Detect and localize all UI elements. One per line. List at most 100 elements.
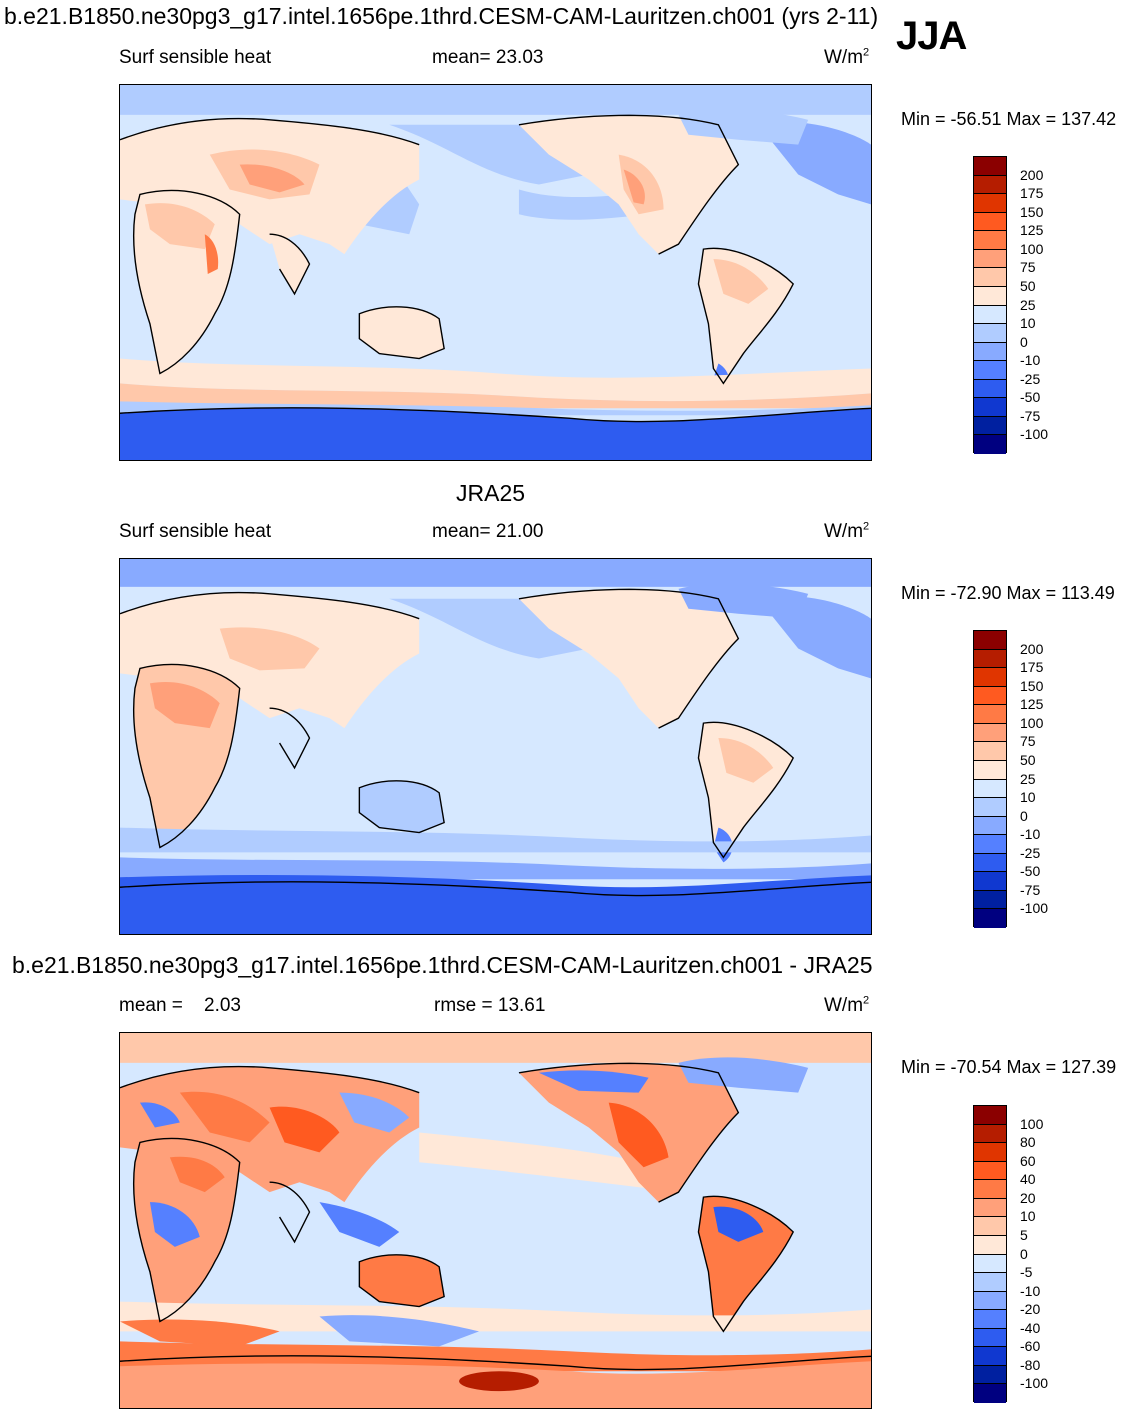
colorbar-swatch: [974, 1143, 1006, 1162]
colorbar-swatch: [974, 779, 1006, 799]
colorbar-swatch: [974, 157, 1006, 176]
panel-1-map-svg: [120, 85, 871, 460]
colorbar-tick-label: -10: [1020, 1282, 1041, 1299]
colorbar-swatch: [974, 416, 1006, 436]
colorbar-swatch: [974, 890, 1006, 910]
colorbar-swatch: [974, 268, 1006, 287]
colorbar-swatch: [974, 212, 1006, 232]
colorbar-tick-label: 100: [1020, 714, 1044, 731]
colorbar-swatch: [974, 649, 1006, 669]
colorbar-swatch: [974, 1161, 1006, 1181]
panel-2-colorbar: [973, 630, 1007, 928]
colorbar-tick-label: 150: [1020, 203, 1044, 220]
colorbar-swatch: [974, 798, 1006, 817]
colorbar-tick-label: -25: [1020, 844, 1041, 861]
colorbar-swatch: [974, 1198, 1006, 1218]
colorbar-swatch: [974, 379, 1006, 399]
colorbar-swatch: [974, 909, 1006, 928]
colorbar-swatch: [974, 631, 1006, 650]
panel-1-variable-label: Surf sensible heat: [119, 47, 272, 68]
colorbar-swatch: [974, 1347, 1006, 1366]
colorbar-swatch: [974, 835, 1006, 854]
colorbar-tick-label: -50: [1020, 863, 1041, 880]
colorbar-tick-label: 0: [1020, 1245, 1028, 1262]
colorbar-tick-label: 75: [1020, 259, 1036, 276]
colorbar-tick-label: 150: [1020, 677, 1044, 694]
panel-1-map: [119, 84, 872, 461]
colorbar-swatch: [974, 194, 1006, 213]
colorbar-tick-label: 100: [1020, 1115, 1044, 1132]
colorbar-tick-label: 0: [1020, 807, 1028, 824]
colorbar-swatch: [974, 398, 1006, 417]
colorbar-tick-label: -25: [1020, 370, 1041, 387]
colorbar-tick-label: 200: [1020, 166, 1044, 183]
colorbar-tick-label: -75: [1020, 407, 1041, 424]
colorbar-tick-label: 60: [1020, 1152, 1036, 1169]
colorbar-swatch: [974, 342, 1006, 362]
colorbar-swatch: [974, 435, 1006, 454]
panel-3-map-svg: [120, 1033, 871, 1408]
colorbar-swatch: [974, 361, 1006, 380]
colorbar-tick-label: 75: [1020, 733, 1036, 750]
colorbar-swatch: [974, 1291, 1006, 1311]
panel-2-map: [119, 558, 872, 935]
colorbar-swatch: [974, 1217, 1006, 1236]
panel-1-units: W/m2: [824, 46, 870, 68]
colorbar-tick-label: 175: [1020, 185, 1044, 202]
colorbar-swatch: [974, 286, 1006, 306]
colorbar-tick-label: -100: [1020, 1375, 1049, 1392]
colorbar-tick-label: 10: [1020, 315, 1036, 332]
colorbar-tick-label: 10: [1020, 1208, 1036, 1225]
panel-3-map: [119, 1032, 872, 1409]
colorbar-tick-label: 50: [1020, 277, 1036, 294]
colorbar-tick-label: -20: [1020, 1301, 1041, 1318]
panel-3-minmax: Min = -70.54 Max = 127.39: [901, 1057, 1117, 1077]
panel-2-mean-label: mean= 21.00: [432, 521, 544, 542]
panel-3-units: W/m2: [824, 994, 870, 1016]
panel-3-heading: b.e21.B1850.ne30pg3_g17.intel.1656pe.1th…: [12, 952, 873, 978]
panel-3-rmse-label: rmse = 13.61: [434, 995, 546, 1016]
colorbar-tick-label: 125: [1020, 696, 1044, 713]
colorbar-tick-label: -5: [1020, 1264, 1033, 1281]
colorbar-swatch: [974, 872, 1006, 891]
colorbar-swatch: [974, 816, 1006, 836]
panel-1-mean-label: mean= 23.03: [432, 47, 544, 68]
colorbar-swatch: [974, 1273, 1006, 1292]
colorbar-tick-label: -75: [1020, 881, 1041, 898]
colorbar-tick-label: 200: [1020, 640, 1044, 657]
colorbar-tick-label: 40: [1020, 1171, 1036, 1188]
colorbar-tick-label: 50: [1020, 751, 1036, 768]
panel-3-mean-label: mean = 2.03: [119, 995, 241, 1016]
colorbar-tick-label: 5: [1020, 1226, 1028, 1243]
colorbar-swatch: [974, 705, 1006, 724]
colorbar-tick-label: -60: [1020, 1338, 1041, 1355]
colorbar-tick-label: 125: [1020, 222, 1044, 239]
colorbar-swatch: [974, 1384, 1006, 1403]
panel-1-minmax: Min = -56.51 Max = 137.42: [901, 109, 1117, 129]
colorbar-swatch: [974, 1328, 1006, 1348]
colorbar-tick-label: -50: [1020, 389, 1041, 406]
panel-2-map-svg: [120, 559, 871, 934]
colorbar-tick-label: 10: [1020, 789, 1036, 806]
colorbar-swatch: [974, 1124, 1006, 1144]
colorbar-swatch: [974, 1310, 1006, 1329]
colorbar-swatch: [974, 1235, 1006, 1255]
colorbar-tick-label: -40: [1020, 1319, 1041, 1336]
colorbar-swatch: [974, 249, 1006, 269]
colorbar-tick-label: 25: [1020, 770, 1036, 787]
colorbar-tick-label: 80: [1020, 1134, 1036, 1151]
colorbar-swatch: [974, 231, 1006, 250]
colorbar-swatch: [974, 723, 1006, 743]
panel-3-colorbar: [973, 1105, 1007, 1403]
colorbar-swatch: [974, 760, 1006, 780]
colorbar-tick-label: 100: [1020, 240, 1044, 257]
colorbar-swatch: [974, 324, 1006, 343]
colorbar-tick-label: -100: [1020, 900, 1049, 917]
colorbar-swatch: [974, 853, 1006, 873]
panel-2-minmax: Min = -72.90 Max = 113.49: [901, 583, 1115, 603]
colorbar-tick-label: 175: [1020, 659, 1044, 676]
colorbar-swatch: [974, 1254, 1006, 1274]
season-label: JJA: [896, 14, 967, 58]
colorbar-tick-label: -80: [1020, 1356, 1041, 1373]
colorbar-swatch: [974, 668, 1006, 687]
